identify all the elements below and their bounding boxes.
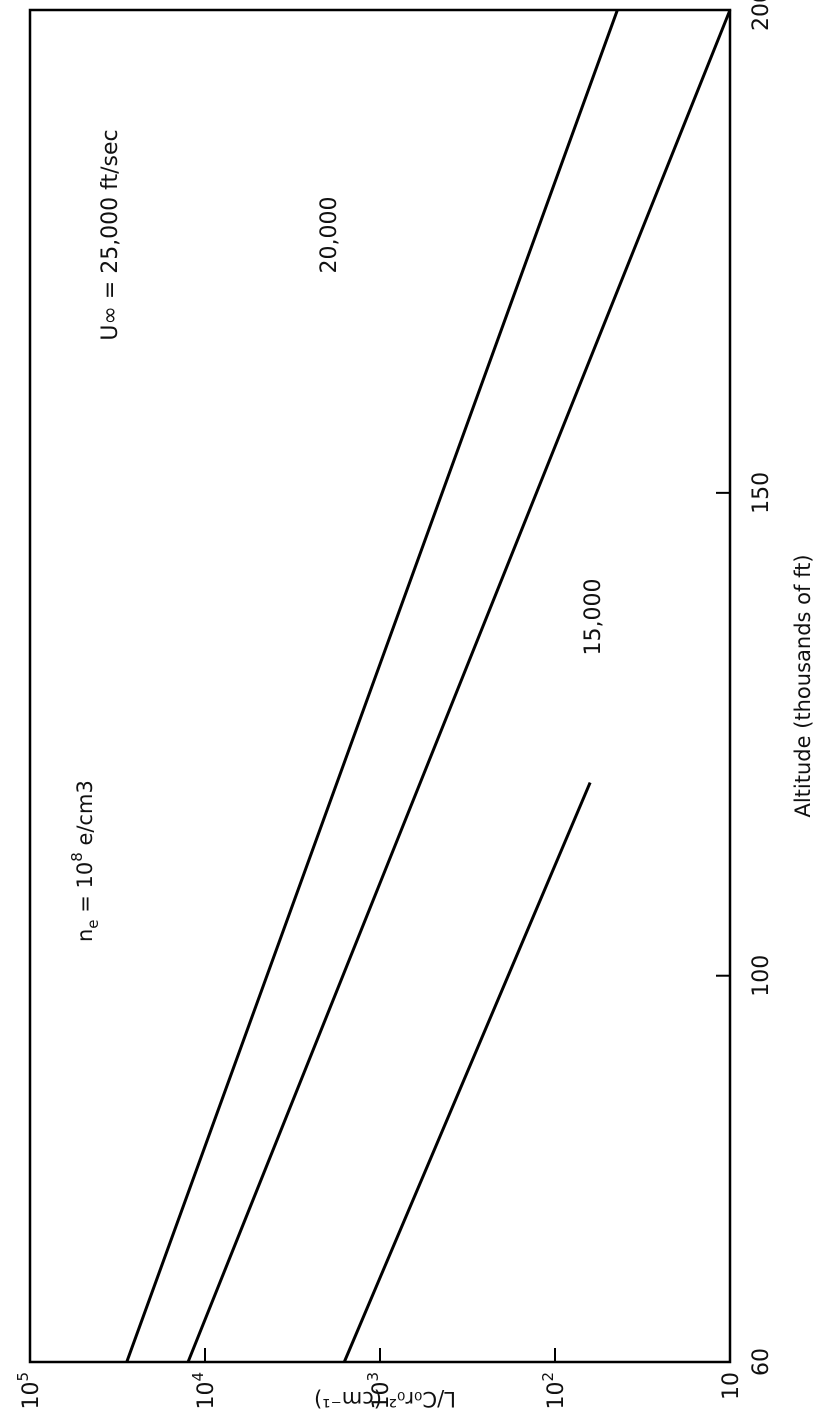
- series-label-25000: U∞ = 25,000 ft/sec: [98, 129, 123, 340]
- plot-frame: [28, 8, 732, 1364]
- y-axis-label: L/C₀r₀² (cm⁻¹): [314, 1387, 456, 1411]
- series-lines: U∞ = 25,000 ft/sec 20,000 15,000: [98, 9, 732, 1363]
- x-tick-label: 150: [749, 472, 774, 514]
- x-axis-label: Altitude (thousands of ft): [791, 554, 815, 817]
- series-label-20000: 20,000: [317, 197, 342, 274]
- y-tick-label: 105: [14, 1372, 44, 1410]
- y-tick-label: 102: [539, 1372, 569, 1410]
- y-tick-label: 104: [189, 1372, 219, 1410]
- x-tick-label: 100: [749, 955, 774, 997]
- series-line: [342, 781, 592, 1363]
- x-tick-label: 60: [749, 1348, 774, 1376]
- density-annotation: ne = 108 e/cm3: [68, 780, 102, 942]
- x-axis-ticks: 60 100 150 200: [716, 0, 774, 1376]
- y-tick-label: 10: [719, 1372, 744, 1400]
- series-label-15000: 15,000: [581, 579, 606, 656]
- x-tick-label: 200: [749, 0, 774, 31]
- series-line: [186, 9, 732, 1363]
- series-line: [125, 9, 619, 1363]
